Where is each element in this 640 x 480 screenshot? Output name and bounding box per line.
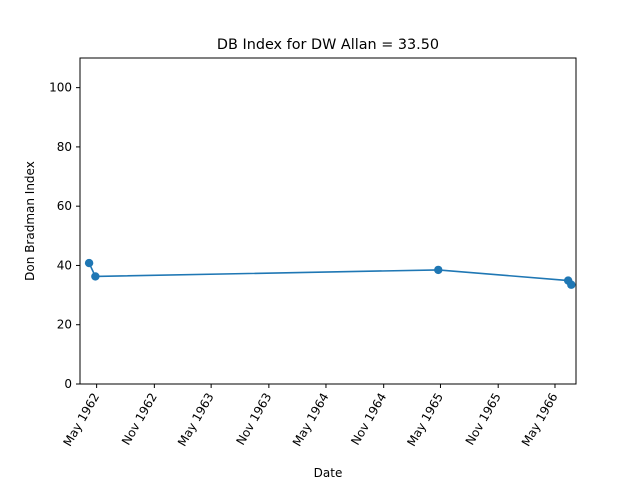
x-axis-label: Date xyxy=(314,466,343,480)
x-tick-label: May 1966 xyxy=(519,391,561,449)
data-point xyxy=(91,272,100,281)
y-tick-label: 20 xyxy=(57,318,72,332)
x-tick-label: May 1962 xyxy=(61,391,103,449)
y-tick-label: 80 xyxy=(57,140,72,154)
x-tick-label: Nov 1965 xyxy=(463,390,504,447)
series-line xyxy=(88,262,572,286)
y-tick-label: 100 xyxy=(49,81,72,95)
x-tick-label: May 1963 xyxy=(175,391,217,449)
x-tick-label: May 1964 xyxy=(290,391,332,449)
data-point xyxy=(434,265,443,275)
data-point xyxy=(567,280,576,289)
y-tick-label: 60 xyxy=(57,199,72,213)
x-tick-label: Nov 1963 xyxy=(233,391,274,448)
data-point xyxy=(84,258,94,268)
chart-title: DB Index for DW Allan = 33.50 xyxy=(217,37,439,53)
plot-frame xyxy=(79,57,577,385)
y-tick-label: 0 xyxy=(64,377,72,391)
y-axis-label: Don Bradman Index xyxy=(23,161,37,281)
x-tick-label: Nov 1962 xyxy=(119,391,160,448)
x-tick-label: Nov 1964 xyxy=(348,391,389,448)
x-tick-label: May 1965 xyxy=(404,391,446,449)
plot-area: 0 20 40 60 80 100 May 1962 Nov 1962 May 1963 Nov … xyxy=(49,57,577,449)
y-tick-label: 40 xyxy=(57,258,72,272)
